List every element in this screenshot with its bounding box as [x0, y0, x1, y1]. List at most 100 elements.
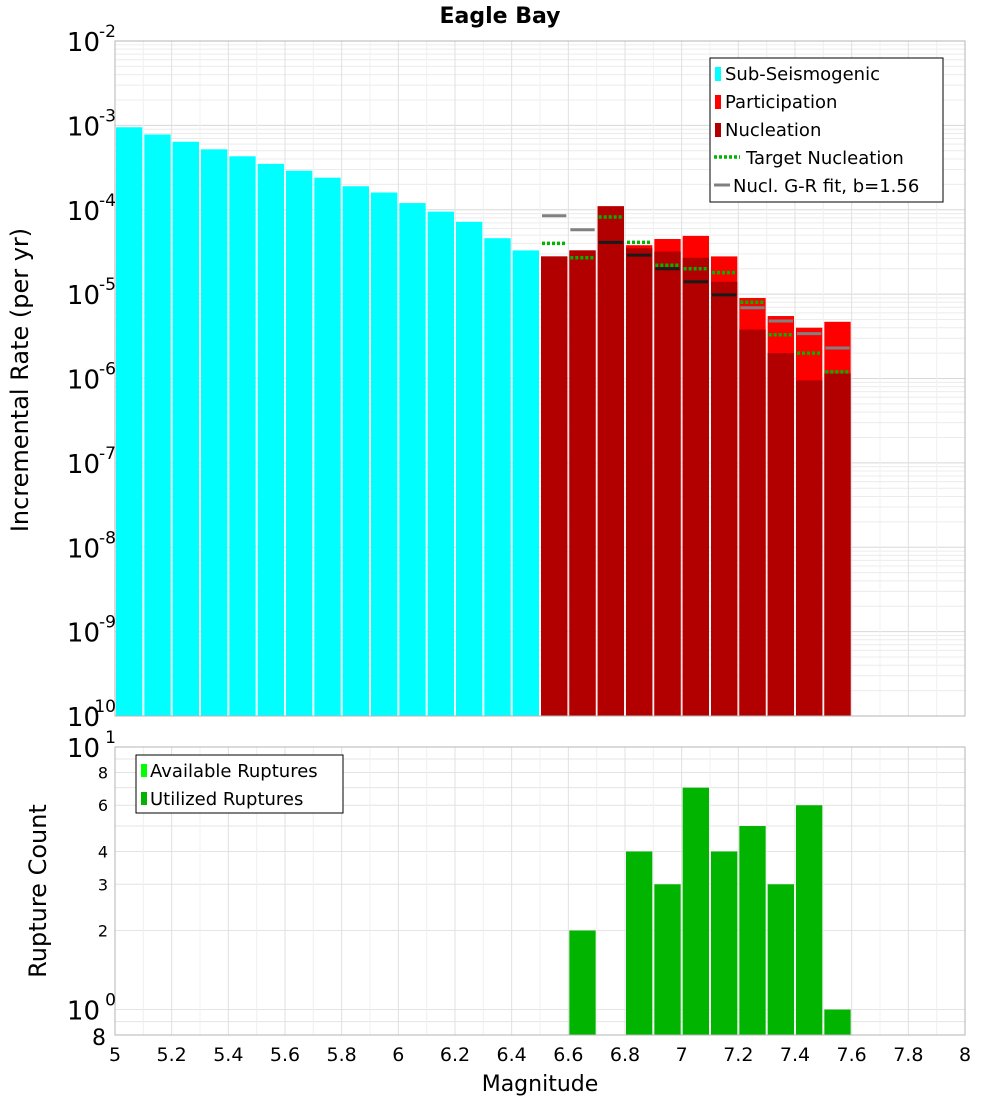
sub-seismogenic-bar [456, 221, 483, 716]
legend-swatch-available-ruptures [141, 764, 147, 777]
top-line-marks [542, 214, 850, 374]
x-tick-label: 7.2 [723, 1044, 753, 1066]
legend-label-sub-seismogenic: Sub-Seismogenic [725, 64, 880, 85]
top-y-tick-label: 10 [67, 703, 100, 733]
legend-label-utilized-ruptures: Utilized Ruptures [150, 789, 303, 810]
nucleation-bar [739, 329, 766, 716]
chart-title: Eagle Bay [439, 4, 560, 29]
utilized-ruptures-bar [824, 1009, 851, 1035]
sub-seismogenic-bar [201, 149, 228, 716]
x-tick-label: 6.6 [553, 1044, 583, 1066]
bottom-y-tick-label: 8 [98, 763, 108, 782]
x-axis-label: Magnitude [482, 1072, 599, 1097]
x-tick-label: 6 [392, 1044, 404, 1066]
top-y-axis-label: Incremental Rate (per yr) [6, 228, 34, 532]
top-legend-box [709, 57, 944, 203]
bottom-y-tick-label: 10 [67, 734, 100, 764]
x-tick-label: 7.4 [780, 1044, 810, 1066]
x-tick-label: 5.4 [213, 1044, 243, 1066]
bottom-y-tick-label: 2 [98, 922, 108, 941]
x-tick-labels: 5 5.2 5.4 5.6 5.8 6 6.2 6.4 6.6 6.8 7 7.2 7.4 7.6 7.8 8 [109, 1044, 971, 1066]
sub-seismogenic-bar [172, 141, 199, 716]
bottom-y-tick-label: 10 [67, 997, 100, 1027]
x-tick-label: 6.8 [610, 1044, 640, 1066]
nucleation-bar [767, 353, 794, 716]
x-tick-label: 5.6 [270, 1044, 300, 1066]
nucleation-bar [711, 281, 738, 716]
bottom-legend: Available Ruptures Utilized Ruptures [135, 754, 344, 814]
top-y-tick-exponent: -9 [99, 613, 116, 633]
bottom-y-tick-label: 8 [92, 1026, 106, 1051]
legend-label-participation: Participation [725, 92, 837, 113]
x-tick-label: 7.6 [837, 1044, 867, 1066]
sub-seismogenic-bar [314, 177, 341, 716]
top-y-tick-label: 10 [67, 28, 100, 58]
x-tick-label: 5.8 [327, 1044, 357, 1066]
top-y-tick-exponent: -10 [88, 697, 116, 717]
sub-seismogenic-bar [144, 134, 171, 717]
sub-seismogenic-bar [427, 211, 454, 716]
sub-seismogenic-bar [257, 163, 284, 717]
legend-swatch-nucleation [715, 123, 721, 137]
top-y-tick-label: 10 [67, 619, 100, 649]
sub-seismogenic-bar [371, 192, 398, 717]
utilized-ruptures-bar [654, 884, 681, 1035]
utilized-ruptures-bar [767, 884, 794, 1035]
nucleation-bar [569, 250, 596, 717]
bottom-y-tick-exponent: 0 [105, 991, 116, 1011]
x-tick-label: 7 [676, 1044, 688, 1066]
nucleation-bar [597, 206, 624, 716]
utilized-ruptures-bar [682, 787, 709, 1035]
sub-seismogenic-bar [286, 170, 313, 716]
top-y-tick-exponent: -5 [99, 275, 116, 295]
x-tick-label: 8 [959, 1044, 971, 1066]
top-y-tick-label: 10 [67, 450, 100, 480]
x-tick-label: 7.8 [893, 1044, 923, 1066]
top-y-tick-label: 10 [67, 281, 100, 311]
utilized-ruptures-bar [626, 851, 653, 1035]
sub-seismogenic-bar [399, 203, 426, 716]
sub-seismogenic-bar [229, 156, 256, 717]
bottom-bars [569, 787, 851, 1035]
legend-swatch-utilized-ruptures [141, 792, 147, 805]
utilized-ruptures-bar [796, 805, 823, 1035]
nucleation-bar [796, 380, 823, 716]
sub-seismogenic-bar [512, 250, 539, 717]
legend-label-nucleation: Nucleation [725, 120, 821, 141]
x-tick-label: 6.2 [440, 1044, 470, 1066]
x-tick-label: 5 [109, 1044, 121, 1066]
x-tick-label: 5.2 [157, 1044, 187, 1066]
top-bars [116, 127, 851, 717]
top-y-tick-exponent: -4 [99, 191, 116, 211]
legend-label-available-ruptures: Available Ruptures [150, 761, 318, 782]
top-y-tick-label: 10 [67, 112, 100, 142]
top-plot-frame [114, 40, 966, 717]
legend-swatch-participation [715, 95, 721, 109]
bottom-y-tick-label: 6 [98, 796, 108, 815]
nucleation-bar [824, 373, 851, 716]
legend-label-target-nucleation: Target Nucleation [745, 148, 904, 169]
top-y-tick-label: 10 [67, 197, 100, 227]
bottom-y-tick-label: 3 [98, 875, 108, 894]
bottom-y-axis-label: Rupture Count [24, 804, 52, 978]
bottom-legend-box [135, 754, 344, 814]
top-y-tick-exponent: -6 [99, 360, 116, 380]
sub-seismogenic-bar [484, 238, 511, 716]
top-y-tick-exponent: -7 [99, 444, 116, 464]
top-y-tick-exponent: -2 [99, 22, 116, 42]
top-y-tick-exponent: -3 [99, 106, 116, 126]
bottom-plot-frame [114, 746, 966, 1036]
bottom-y-tick-exponent: 1 [105, 728, 116, 748]
utilized-ruptures-bar [739, 826, 766, 1035]
nucleation-bar [682, 257, 709, 716]
nucleation-bar [626, 248, 653, 717]
x-tick-label: 6.4 [497, 1044, 527, 1066]
nucleation-bar [541, 256, 568, 716]
top-legend: Sub-Seismogenic Participation Nucleation… [709, 57, 944, 203]
top-y-tick-label: 10 [67, 366, 100, 396]
top-y-tick-label: 10 [67, 534, 100, 564]
legend-label-gr-fit: Nucl. G-R fit, b=1.56 [733, 176, 919, 197]
